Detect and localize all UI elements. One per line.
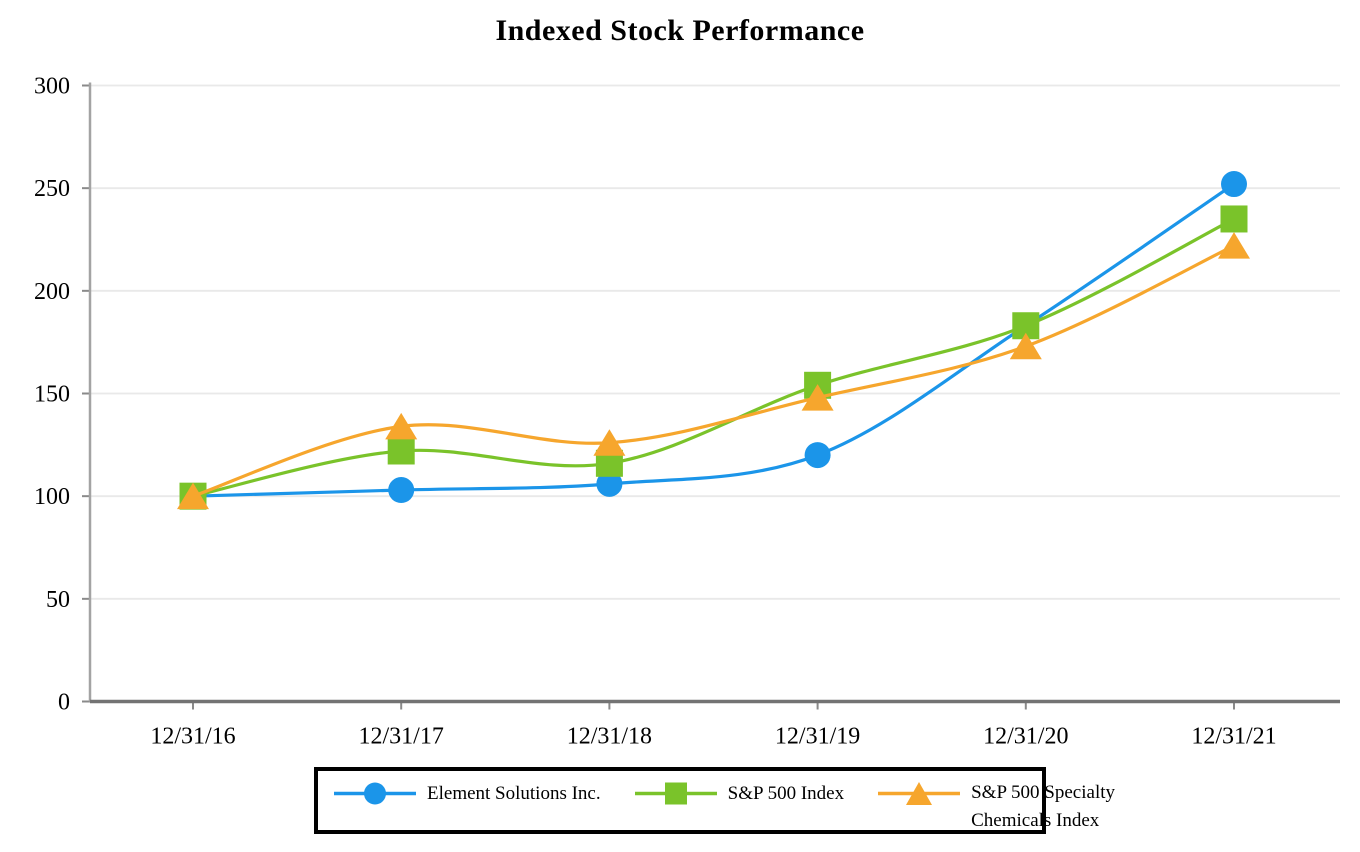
series-line [191,182,1236,498]
data-point-marker [801,384,834,411]
legend-item-sp500-specialty-chemicals: S&P 500 Specialty Chemicals Index [878,779,1119,835]
x-axis-label: 12/31/20 [983,724,1068,750]
series-line [191,244,1236,498]
data-point-marker [596,470,623,497]
chart-title: Indexed Stock Performance [495,14,865,47]
y-axis-label: 150 [34,382,70,408]
legend-marker-square-icon [664,782,687,805]
legend-line-triangle-icon [878,782,961,805]
x-axis-label: 12/31/16 [150,724,235,750]
data-point-marker [593,429,626,456]
legend-line-circle-icon [334,782,416,805]
y-axis-label: 0 [58,690,70,716]
data-point-marker [1009,332,1042,360]
legend-line-square-icon [634,782,717,805]
legend-marker-circle-icon [364,782,386,805]
legend-label: Element Solutions Inc. [427,783,601,804]
y-axis-label: 200 [34,279,70,305]
data-point-marker [385,412,418,440]
x-axis-label: 12/31/17 [359,724,444,750]
data-point-marker [1220,205,1248,233]
y-axis-label: 300 [34,74,70,100]
x-axis-label: 12/31/19 [775,724,860,750]
data-point-marker [804,442,831,469]
data-point-marker [1218,232,1250,259]
data-point-marker [387,437,415,465]
data-point-marker [388,477,415,504]
data-point-marker [1221,171,1247,198]
legend-item-element-solutions: Element Solutions Inc. [334,779,601,808]
legend-label: S&P 500 Index [727,783,845,804]
y-axis-label: 100 [34,484,70,510]
data-point-marker [177,482,209,510]
chart-legend: Element Solutions Inc. S&P 500 Index S&P… [314,767,1115,834]
legend-marker-triangle-icon [906,782,933,805]
x-axis-label: 12/31/21 [1191,724,1276,750]
legend-item-sp500: S&P 500 Index [634,779,845,808]
legend-label: S&P 500 Specialty Chemicals Index [971,782,1116,831]
y-axis-label: 250 [34,176,70,202]
x-axis-label: 12/31/18 [567,724,652,750]
y-axis-label: 50 [46,587,70,613]
series-line [191,217,1236,498]
